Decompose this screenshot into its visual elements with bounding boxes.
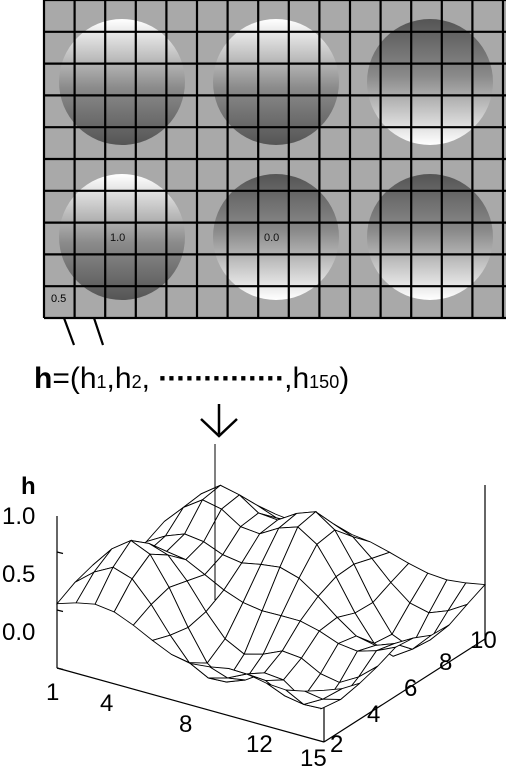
x-tick-4: 4 (100, 690, 113, 717)
formula-close: ) (339, 362, 349, 395)
z-tick-1.0: 1.0 (2, 503, 35, 530)
leader-lines (62, 317, 105, 346)
formula-mid2: , (142, 362, 159, 395)
circle-labels: 1.0 0.0 (110, 232, 279, 244)
formula-sub3: 150 (309, 372, 339, 392)
surface-mesh (55, 484, 486, 710)
vector-symbol: h (34, 362, 52, 395)
shaded-circle (213, 19, 339, 145)
x-tick-15: 15 (300, 745, 327, 769)
z-tick-mark (56, 551, 64, 555)
formula-open: =(h (52, 362, 96, 395)
circle-value-label: 0.0 (264, 232, 279, 244)
shaded-circle (213, 174, 339, 300)
circle-value-label: 1.0 (110, 232, 125, 244)
formula-mid3: ,h (284, 362, 309, 395)
image-panel: 1.0 0.0 0.5 (42, 0, 506, 320)
y-tick-6: 6 (404, 675, 417, 702)
shaded-circle (59, 174, 185, 300)
formula-dots: ·············· (158, 362, 284, 395)
z-tick-0.0: 0.0 (2, 619, 35, 646)
y-tick-8: 8 (439, 649, 452, 676)
y-tick-2: 2 (330, 731, 343, 758)
shaded-circle (367, 19, 493, 145)
x-tick-12: 12 (246, 731, 273, 758)
formula-sub2: 2 (132, 372, 142, 392)
grid-lines (42, 0, 506, 320)
z-tick-mark (56, 609, 64, 613)
circle-layer (59, 19, 493, 300)
surface-cell (304, 688, 343, 700)
shaded-circle (367, 174, 493, 300)
corner-cell-label: 0.5 (51, 293, 66, 305)
vector-formula: h=(h1,h2, ··············,h150) (34, 362, 349, 395)
z-axis-ticks (56, 551, 64, 671)
y-tick-10: 10 (470, 627, 497, 654)
x-tick-8: 8 (179, 711, 192, 738)
y-tick-4: 4 (367, 701, 380, 728)
x-tick-1: 1 (46, 679, 59, 706)
formula-sub1: 1 (97, 372, 107, 392)
z-tick-mark (56, 667, 64, 671)
z-tick-0.5: 0.5 (2, 561, 35, 588)
down-arrow-icon (200, 404, 238, 438)
shaded-circle (59, 19, 185, 145)
surface-plot: h 1.0 0.5 0.0 1 4 8 12 15 2 4 6 8 10 (2, 444, 497, 769)
z-axis-title: h (21, 473, 36, 500)
formula-mid1: ,h (107, 362, 132, 395)
